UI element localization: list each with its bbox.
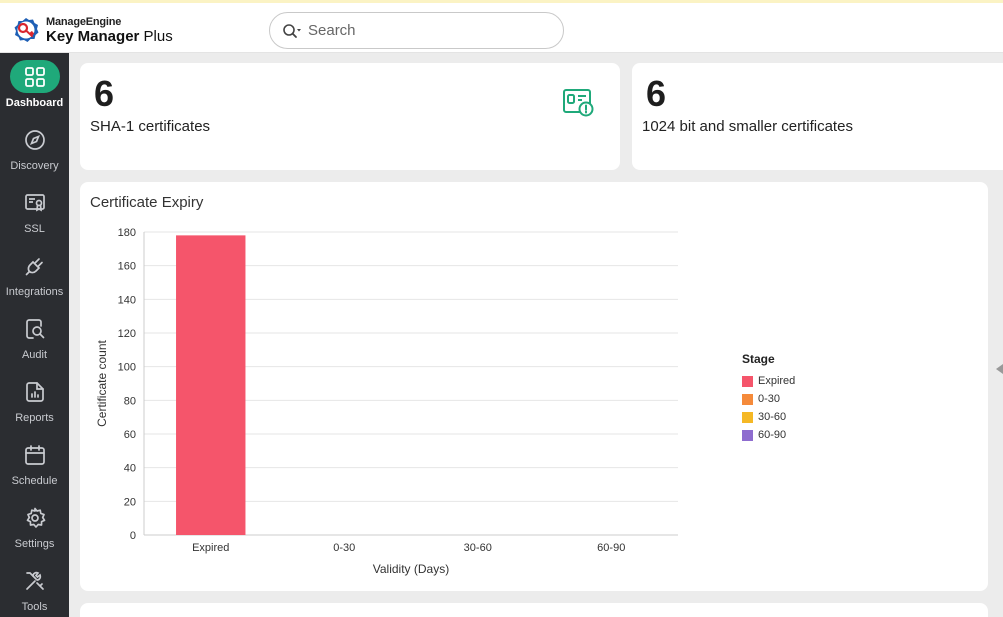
sidebar-item-settings[interactable]: Settings — [0, 501, 69, 561]
sidebar-item-label: Discovery — [10, 160, 59, 172]
y-axis-title: Certificate count — [95, 339, 109, 426]
legend-swatch — [742, 411, 753, 423]
stat-label: 1024 bit and smaller certificates — [642, 118, 853, 135]
stat-value: 6 — [94, 73, 115, 114]
next-dashboard-card — [80, 603, 988, 617]
certificate-warning-icon — [563, 89, 594, 117]
sidebar-item-label: Dashboard — [5, 97, 64, 109]
plug-icon — [10, 249, 60, 282]
legend-item[interactable]: 30-60 — [742, 408, 795, 426]
sidebar-item-label: Audit — [21, 349, 48, 361]
certificate-icon — [10, 186, 60, 219]
brand-product: Key Manager Plus — [46, 27, 173, 45]
y-tick-label: 120 — [118, 328, 136, 340]
legend-label: Expired — [758, 375, 796, 387]
legend-label: 0-30 — [758, 393, 781, 405]
legend-label: 60-90 — [758, 429, 787, 441]
sidebar-item-label: Schedule — [11, 475, 58, 487]
y-tick-label: 20 — [124, 496, 136, 508]
brand-company: ManageEngine — [46, 15, 122, 28]
y-tick-label: 0 — [130, 530, 136, 542]
tools-icon — [10, 564, 60, 597]
compass-icon — [10, 123, 60, 156]
sidebar-item-label: Settings — [14, 538, 55, 550]
top-bar: ManageEngine Key Manager Plus — [0, 0, 1003, 53]
x-tick-label: 30-60 — [464, 542, 492, 554]
sidebar-item-audit[interactable]: Audit — [0, 312, 69, 372]
legend-swatch — [742, 393, 753, 405]
weak-key-certificates-card[interactable]: 6 1024 bit and smaller certificates — [632, 63, 1003, 170]
search-box[interactable] — [269, 12, 564, 49]
sidebar-item-ssl[interactable]: SSL — [0, 186, 69, 246]
certificate-expiry-chart: 0 20 40 60 80 100 120 140 160 180 Expired 0-30 30-60… — [95, 227, 678, 576]
legend-item[interactable]: 60-90 — [742, 426, 795, 444]
audit-icon — [10, 312, 60, 345]
y-tick-label: 160 — [118, 261, 136, 273]
x-tick-label: 0-30 — [333, 542, 355, 554]
sidebar-item-label: Reports — [15, 412, 54, 424]
y-tick-label: 40 — [124, 463, 136, 475]
sidebar-item-reports[interactable]: Reports — [0, 375, 69, 435]
x-axis-title: Validity (Days) — [373, 562, 449, 576]
sidebar-item-tools[interactable]: Tools — [0, 564, 69, 617]
report-icon — [10, 375, 60, 408]
sidebar-item-schedule[interactable]: Schedule — [0, 438, 69, 498]
sha1-certificates-card[interactable]: 6 SHA-1 certificates — [80, 63, 620, 170]
search-icon[interactable] — [270, 23, 308, 39]
x-tick-label: 60-90 — [597, 542, 625, 554]
sidebar-nav: Dashboard Discovery SSL Integrations — [0, 53, 69, 617]
legend-swatch — [742, 429, 753, 441]
y-tick-label: 60 — [124, 429, 136, 441]
legend-item[interactable]: Expired — [742, 372, 795, 390]
legend-label: 30-60 — [758, 411, 787, 423]
chart-legend: Stage Expired 0-30 30-60 60-90 — [742, 352, 795, 444]
key-manager-logo-icon — [14, 18, 39, 42]
legend-title: Stage — [742, 352, 775, 366]
grid-icon — [9, 60, 60, 93]
sidebar-item-label: SSL — [24, 223, 45, 235]
legend-swatch — [742, 375, 753, 387]
legend-item[interactable]: 0-30 — [742, 390, 795, 408]
search-input[interactable] — [308, 22, 538, 39]
y-tick-label: 140 — [118, 294, 136, 306]
y-tick-label: 100 — [118, 362, 136, 374]
y-tick-label: 180 — [118, 227, 136, 239]
stat-value: 6 — [646, 73, 667, 114]
certificate-expiry-card: Certificate Expiry 0 20 40 60 80 100 120 140 160… — [80, 182, 988, 591]
x-tick-label: Expired — [192, 542, 229, 554]
sidebar-item-discovery[interactable]: Discovery — [0, 123, 69, 183]
sidebar-item-label: Tools — [21, 601, 48, 613]
sidebar-item-integrations[interactable]: Integrations — [0, 249, 69, 309]
scroll-right-icon[interactable] — [996, 364, 1003, 374]
sidebar-item-dashboard[interactable]: Dashboard — [0, 60, 69, 120]
calendar-icon — [10, 438, 60, 471]
bar-expired — [176, 235, 246, 535]
brand-logo-link[interactable]: ManageEngine Key Manager Plus — [12, 12, 173, 48]
stat-label: SHA-1 certificates — [90, 118, 211, 135]
sidebar-item-label: Integrations — [5, 286, 64, 298]
y-tick-label: 80 — [124, 395, 136, 407]
card-title: Certificate Expiry — [90, 194, 204, 211]
gear-icon — [10, 501, 60, 534]
